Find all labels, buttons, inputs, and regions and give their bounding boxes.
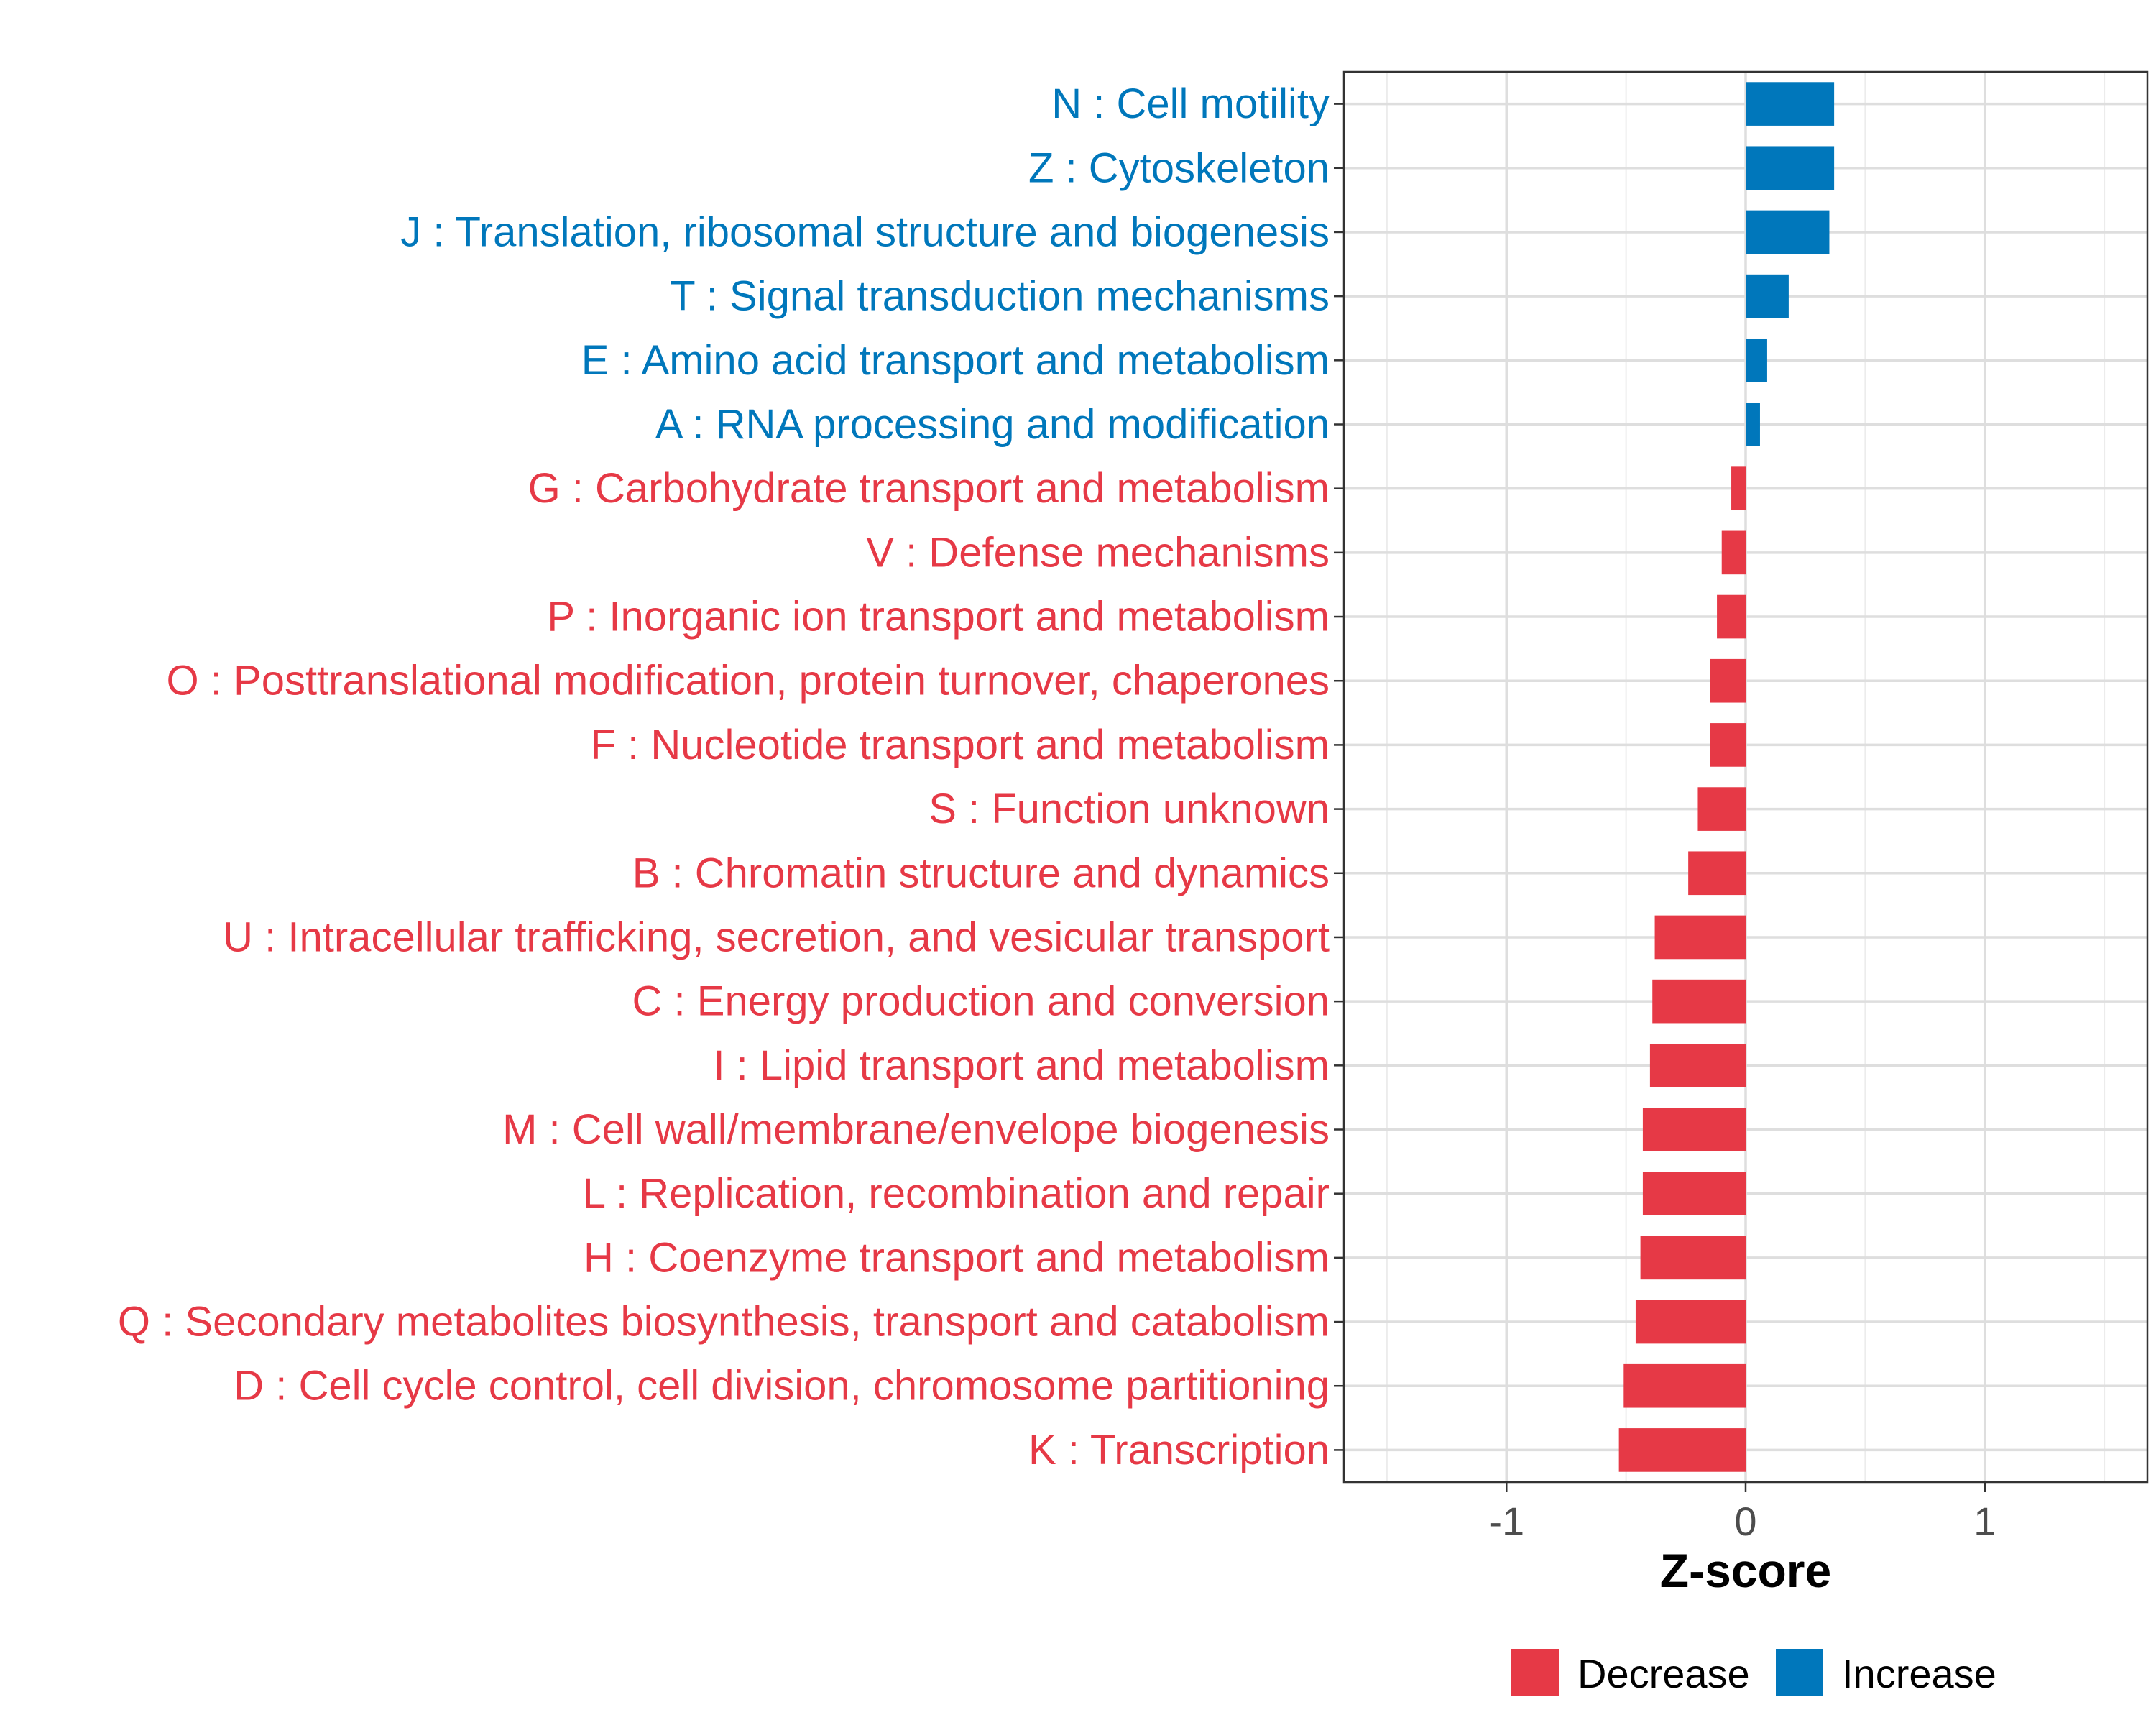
- bar: [1710, 658, 1746, 703]
- legend-swatch-decrease: [1511, 1649, 1559, 1696]
- bar: [1717, 594, 1746, 639]
- bar: [1746, 274, 1789, 318]
- bar: [1746, 402, 1760, 446]
- y-axis-ticks: [1334, 103, 1344, 1451]
- legend: Decrease Increase: [1511, 1649, 1996, 1696]
- bar: [1654, 915, 1746, 960]
- legend-label-decrease: Decrease: [1577, 1651, 1750, 1696]
- bar: [1746, 82, 1835, 126]
- category-label: O : Posttranslational modification, prot…: [167, 658, 1330, 704]
- bar: [1721, 530, 1746, 575]
- bar: [1731, 466, 1746, 511]
- category-label: M : Cell wall/membrane/envelope biogenes…: [502, 1106, 1330, 1153]
- x-axis-ticks: [1506, 1482, 1986, 1492]
- category-label: E : Amino acid transport and metabolism: [581, 337, 1330, 384]
- category-label: U : Intracellular trafficking, secretion…: [223, 914, 1330, 960]
- legend-swatch-increase: [1776, 1649, 1823, 1696]
- category-label: L : Replication, recombination and repai…: [583, 1170, 1330, 1217]
- x-tick-label: -1: [1488, 1499, 1524, 1544]
- category-label: C : Energy production and conversion: [632, 978, 1330, 1025]
- category-label: B : Chromatin structure and dynamics: [632, 850, 1330, 896]
- category-label: T : Signal transduction mechanisms: [670, 273, 1330, 320]
- bar: [1697, 787, 1746, 831]
- bar: [1746, 210, 1830, 254]
- x-axis-labels: -1 0 1: [1488, 1499, 1996, 1544]
- category-label: I : Lipid transport and metabolism: [713, 1042, 1330, 1089]
- category-label: A : RNA processing and modification: [655, 401, 1330, 448]
- bar: [1688, 851, 1746, 896]
- bar: [1642, 1172, 1746, 1216]
- category-label: V : Defense mechanisms: [866, 529, 1330, 576]
- category-label: D : Cell cycle control, cell division, c…: [234, 1363, 1330, 1409]
- y-axis-labels: N : Cell motility Z : Cytoskeleton J : Tra…: [118, 80, 1330, 1473]
- category-label: Z : Cytoskeleton: [1028, 144, 1330, 191]
- category-label: J : Translation, ribosomal structure and…: [400, 208, 1330, 255]
- bar: [1640, 1236, 1746, 1280]
- x-axis-title: Z-score: [1660, 1544, 1831, 1597]
- category-label: P : Inorganic ion transport and metaboli…: [547, 594, 1330, 640]
- category-label: Q : Secondary metabolites biosynthesis, …: [118, 1299, 1330, 1346]
- bar: [1746, 146, 1835, 190]
- bars: [1618, 82, 1835, 1472]
- category-label: H : Coenzyme transport and metabolism: [584, 1234, 1330, 1281]
- bar: [1649, 1043, 1746, 1087]
- x-tick-label: 0: [1734, 1499, 1756, 1544]
- bar: [1635, 1300, 1746, 1344]
- category-label: N : Cell motility: [1051, 80, 1330, 127]
- category-label: F : Nucleotide transport and metabolism: [591, 722, 1330, 768]
- category-label: G : Carbohydrate transport and metabolis…: [528, 465, 1330, 512]
- bar: [1618, 1428, 1746, 1472]
- legend-label-increase: Increase: [1842, 1651, 1996, 1696]
- bar: [1623, 1363, 1746, 1408]
- category-label: S : Function unknown: [929, 786, 1330, 832]
- category-label: K : Transcription: [1028, 1427, 1330, 1473]
- bar: [1746, 338, 1767, 382]
- bar: [1652, 979, 1746, 1024]
- x-tick-label: 1: [1973, 1499, 1996, 1544]
- bar: [1710, 723, 1746, 767]
- bar: [1642, 1108, 1746, 1151]
